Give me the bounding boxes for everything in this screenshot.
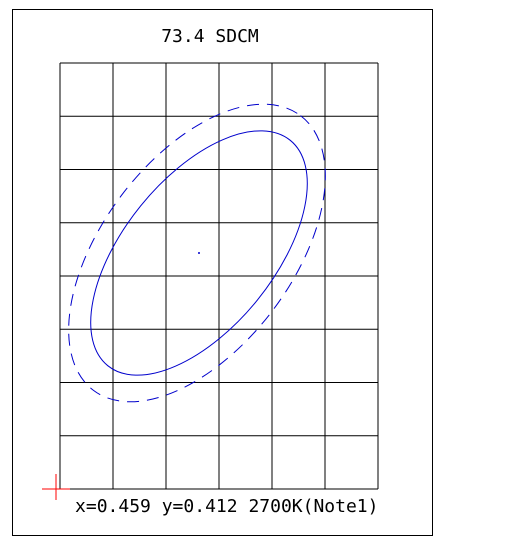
readout-separator <box>151 496 162 517</box>
x-value: 0.459 <box>97 496 151 517</box>
x-label: x= <box>75 496 97 517</box>
readout-separator <box>238 496 249 517</box>
coordinate-readout: x=0.459 y=0.412 2700K(Note1) <box>75 496 378 517</box>
center-point <box>198 252 200 254</box>
ellipse-layer <box>68 103 326 403</box>
grid <box>59 62 379 490</box>
outer-frame <box>12 9 433 536</box>
y-value: 0.412 <box>183 496 237 517</box>
ellipse-solid <box>90 130 308 376</box>
marker-cross-icon <box>42 474 70 500</box>
y-label: y= <box>162 496 184 517</box>
cct-value: 2700K(Note1) <box>248 496 378 517</box>
chart-title: 73.4 SDCM <box>161 26 259 47</box>
ellipse-dashed <box>68 103 326 403</box>
